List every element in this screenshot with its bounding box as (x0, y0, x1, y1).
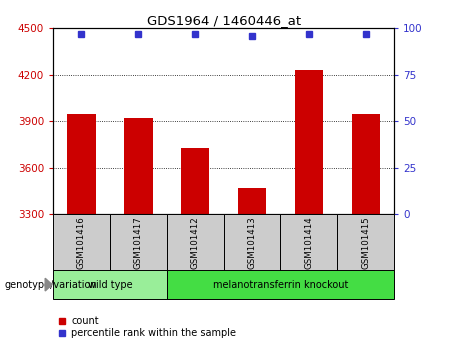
Text: percentile rank within the sample: percentile rank within the sample (71, 329, 236, 338)
Bar (295, 70, 323, 214)
Polygon shape (45, 278, 52, 291)
Text: wild type: wild type (88, 280, 132, 290)
Bar (238, 188, 266, 214)
Text: GSM101412: GSM101412 (191, 216, 200, 269)
Text: genotype/variation: genotype/variation (5, 280, 97, 290)
Text: melanotransferrin knockout: melanotransferrin knockout (213, 280, 348, 290)
Bar (110, 214, 167, 271)
Bar (53, 270, 167, 299)
Bar (181, 148, 209, 214)
Title: GDS1964 / 1460446_at: GDS1964 / 1460446_at (147, 14, 301, 27)
Bar (337, 214, 394, 271)
Bar (53, 214, 110, 271)
Text: GSM101416: GSM101416 (77, 216, 86, 269)
Text: count: count (71, 316, 99, 326)
Text: GSM101417: GSM101417 (134, 216, 143, 269)
Bar (224, 214, 280, 271)
Text: GSM101413: GSM101413 (248, 216, 256, 269)
Bar (67, 114, 95, 214)
Bar (124, 118, 153, 214)
Bar (280, 214, 337, 271)
Text: GSM101415: GSM101415 (361, 216, 370, 269)
Bar (167, 214, 224, 271)
Bar (167, 270, 394, 299)
Text: GSM101414: GSM101414 (304, 216, 313, 269)
Bar (351, 114, 380, 214)
